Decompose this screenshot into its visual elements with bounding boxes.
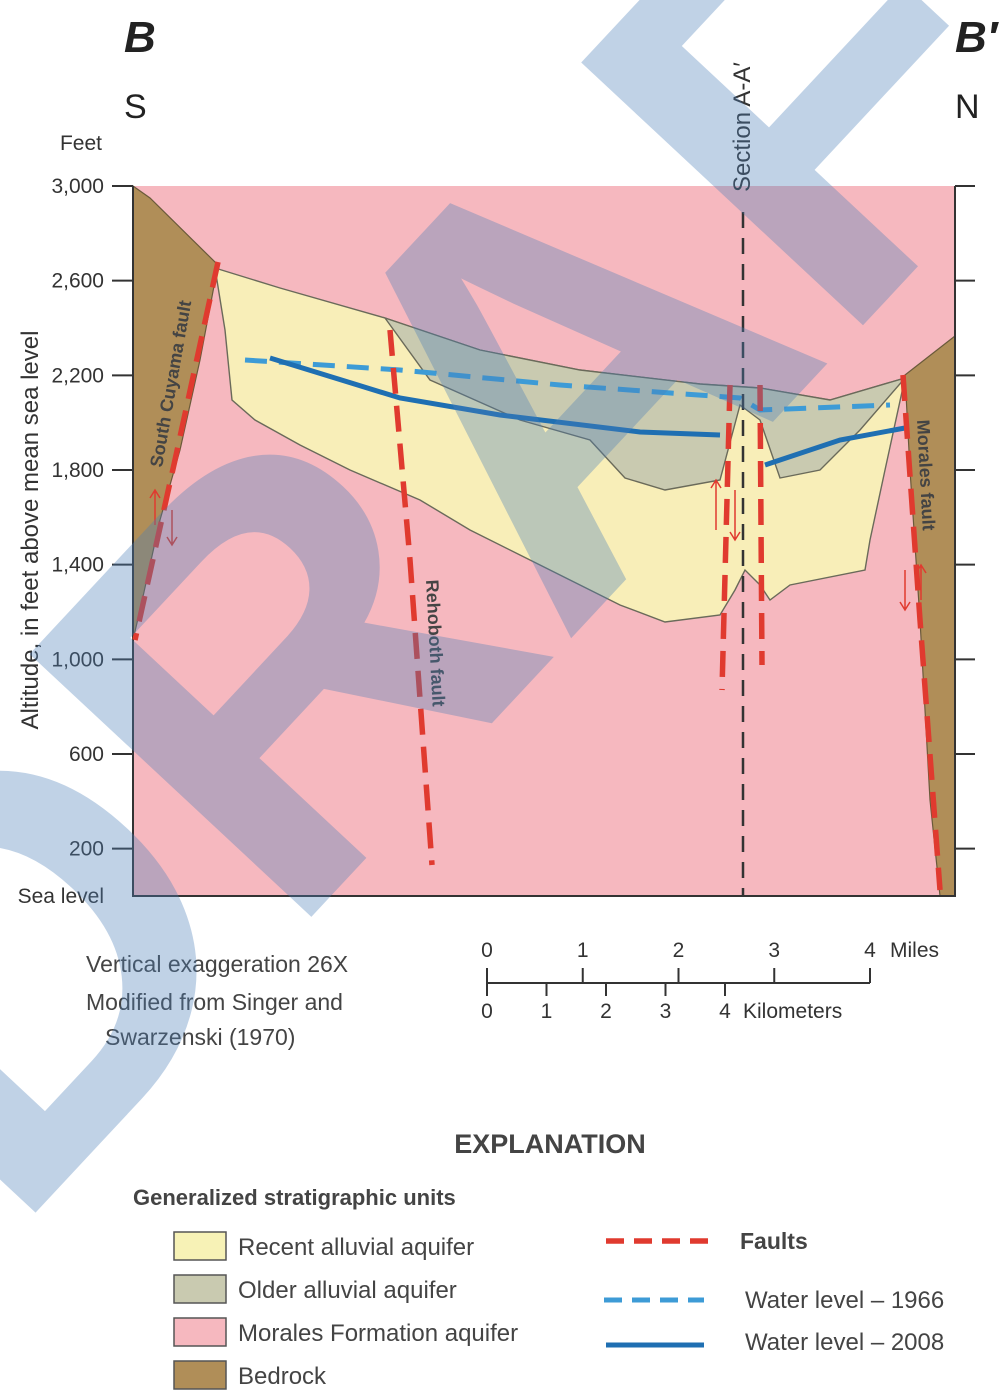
fault-line-center-left	[719, 384, 733, 691]
y-axis-title: Altitude, in feet above mean sea level	[17, 331, 44, 730]
scale-mile-label: 3	[768, 939, 780, 962]
y-axis-ticks-left: 3,000 2,600 2,200 1,800 1,400 1,000 600 200	[51, 175, 133, 861]
legend-label: Morales Formation aquifer	[238, 1320, 518, 1347]
south-cuyama-fault-line	[132, 261, 221, 641]
scale-miles-unit: Miles	[890, 939, 939, 962]
scale-km-label: 4	[719, 1000, 731, 1023]
scale-km-label: 1	[541, 1000, 553, 1023]
water-levels	[244, 355, 906, 468]
sea-level-label: Sea level	[18, 885, 104, 908]
y-axis-ticks-right	[955, 185, 975, 850]
legend-swatch	[173, 1360, 227, 1390]
legend-unit-bedrock: Bedrock	[173, 1360, 327, 1390]
legend-label: Older alluvial aquifer	[238, 1277, 457, 1304]
water-level-2008-line	[269, 355, 721, 438]
scale-mile-label: 1	[577, 939, 589, 962]
legend-unit-older-alluvial: Older alluvial aquifer	[173, 1274, 457, 1304]
legend-water-1966: Water level – 1966	[604, 1287, 944, 1314]
fault-movement-arrows	[149, 478, 927, 612]
faults	[132, 261, 943, 891]
arrow-up-icon	[710, 478, 722, 530]
arrow-up-icon	[149, 488, 161, 525]
arrow-down-icon	[899, 570, 911, 612]
legend-swatch	[173, 1231, 227, 1261]
scale-km-label: 2	[600, 1000, 612, 1023]
scale-mile-label: 2	[673, 939, 685, 962]
scale-bar: 0 1 2 3 4 0 1 2 3 4 Miles Kilometers	[481, 939, 939, 1023]
fault-line-center-right	[757, 384, 765, 666]
scale-km-ticks: 0 1 2 3 4	[481, 983, 731, 1023]
legend-label: Water level – 1966	[745, 1287, 944, 1314]
y-tick-label: 600	[69, 743, 104, 766]
legend-water-2008: Water level – 2008	[606, 1329, 944, 1356]
direction-south: S	[124, 88, 147, 126]
vertical-exaggeration-note: Vertical exaggeration 26X	[86, 951, 348, 977]
legend-label: Water level – 2008	[745, 1329, 944, 1356]
explanation-title: EXPLANATION	[454, 1129, 646, 1159]
y-tick-label: 2,200	[51, 364, 104, 387]
explanation-legend: EXPLANATION Generalized stratigraphic un…	[133, 1129, 944, 1390]
bedrock-left-area	[132, 184, 219, 641]
section-left-letter: B	[124, 13, 156, 62]
legend-label: Bedrock	[238, 1363, 327, 1390]
water-level-2008-line-north	[764, 425, 906, 468]
y-tick-label: 200	[69, 838, 104, 861]
strat-units-title: Generalized stratigraphic units	[133, 1185, 456, 1210]
morales-fault-line	[900, 374, 943, 891]
y-tick-label: 1,800	[51, 459, 104, 482]
cross-section-body	[132, 184, 956, 897]
arrow-down-icon	[729, 490, 741, 542]
legend-label: Recent alluvial aquifer	[238, 1234, 474, 1261]
legend-unit-morales: Morales Formation aquifer	[173, 1317, 518, 1347]
scale-mile-label: 0	[481, 939, 493, 962]
y-tick-label: 2,600	[51, 270, 104, 293]
legend-faults: Faults	[606, 1228, 808, 1254]
scale-km-label: 0	[481, 1000, 493, 1023]
section-a-label: Section A-A′	[729, 62, 756, 192]
y-tick-label: 3,000	[51, 175, 104, 198]
scale-km-unit: Kilometers	[743, 1000, 842, 1023]
y-axis-units: Feet	[60, 132, 102, 155]
legend-swatch	[173, 1317, 227, 1347]
arrow-up-icon	[915, 563, 927, 600]
y-tick-label: 1,000	[51, 648, 104, 671]
legend-unit-recent-alluvial: Recent alluvial aquifer	[173, 1231, 474, 1261]
y-tick-label: 1,400	[51, 554, 104, 577]
source-note-line1: Modified from Singer and	[86, 989, 343, 1015]
scale-miles-ticks: 0 1 2 3 4	[481, 939, 876, 983]
y-axis: Feet 3,000 2,600 2,200 1,800 1,400 1,000 600 20…	[17, 132, 975, 908]
figure-notes: Vertical exaggeration 26X Modified from …	[86, 951, 348, 1050]
legend-label: Faults	[740, 1228, 808, 1254]
scale-km-label: 3	[660, 1000, 672, 1023]
direction-north: N	[955, 88, 980, 126]
source-note-line2: Swarzenski (1970)	[105, 1024, 295, 1050]
section-right-letter: B′	[955, 13, 1000, 62]
plot-frame	[132, 186, 956, 897]
rehoboth-fault-line	[387, 329, 435, 866]
scale-mile-label: 4	[864, 939, 876, 962]
legend-swatch	[173, 1274, 227, 1304]
arrow-down-icon	[166, 510, 178, 547]
older-alluvium-area	[383, 316, 908, 491]
